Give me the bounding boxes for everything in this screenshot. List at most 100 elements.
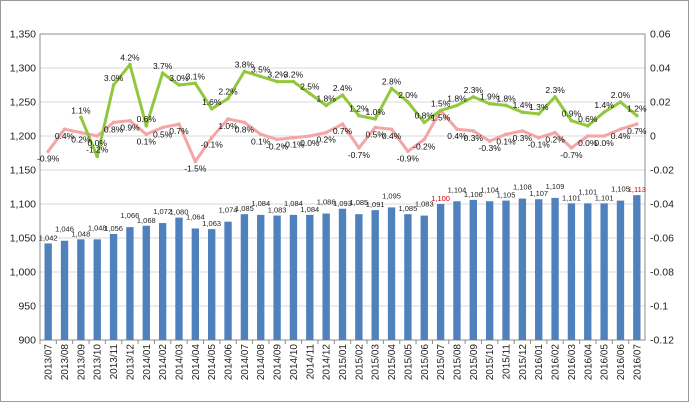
x-tick-label: 2015/10 (485, 344, 496, 381)
line-data-label: 3.1% (186, 71, 206, 81)
line-data-label: 0.7% (627, 126, 647, 136)
line-data-label: 1.9% (480, 92, 500, 102)
bar-data-label: 1,042 (39, 233, 58, 242)
bar (600, 203, 608, 340)
series-point (487, 101, 492, 106)
series-point (520, 129, 525, 133)
line-data-label: 0.3% (464, 133, 484, 143)
series-point (635, 122, 639, 126)
line-data-label: 0.2% (71, 135, 91, 145)
x-tick-label: 2014/04 (191, 344, 202, 381)
line-data-label: 0.0% (594, 138, 614, 148)
series-point (618, 100, 623, 104)
bar (584, 203, 592, 340)
line-data-label: 0.1% (251, 136, 271, 146)
series-point (602, 134, 606, 138)
line-data-label: 2.8% (382, 76, 402, 86)
series-point (471, 95, 476, 99)
bar-data-label: 1,106 (464, 190, 483, 199)
x-tick-label: 2013/09 (76, 344, 87, 381)
line-data-label: 3.0% (169, 73, 189, 83)
x-tick-label: 2014/11 (305, 344, 316, 380)
line-data-label: 0.2% (545, 135, 565, 145)
bar-data-label: 1,048 (71, 229, 90, 238)
x-tick-label: 2014/02 (158, 344, 169, 381)
bar (518, 198, 527, 340)
bar-data-label: 1,101 (578, 187, 597, 196)
line-data-label: -1.5% (184, 164, 207, 174)
bar-data-label: 1,108 (513, 183, 532, 192)
line-data-label: 1.1% (71, 105, 91, 115)
line-data-label: -0.2% (266, 141, 289, 151)
x-tick-label: 2014/06 (224, 344, 235, 381)
line-data-label: -0.9% (37, 153, 60, 163)
bar (535, 199, 543, 340)
line-data-label: 0.2% (316, 135, 336, 145)
y-left-tick-label: 1,300 (10, 63, 36, 75)
line-data-label: -0.1% (528, 140, 551, 150)
series-point (291, 135, 296, 140)
bar (191, 228, 200, 340)
bar-data-label: 1,093 (333, 199, 352, 208)
x-tick-label: 2015/07 (436, 344, 447, 381)
bar-data-label: 1,104 (448, 185, 467, 194)
bar (502, 200, 510, 340)
series-point (357, 113, 361, 118)
line-data-label: 0.4% (382, 131, 402, 141)
series-point (438, 108, 443, 113)
line-data-label: 0.3% (513, 133, 533, 143)
x-tick-label: 2013/11 (109, 344, 120, 380)
x-tick-label: 2015/03 (371, 344, 382, 381)
y-left-tick-label: 950 (18, 301, 36, 313)
line-data-label: 0.8% (415, 110, 435, 120)
x-tick-label: 2014/03 (174, 344, 185, 381)
line-data-label: -0.1% (201, 140, 224, 150)
x-tick-label: 2013/10 (93, 344, 104, 381)
series-point (389, 127, 394, 131)
y-left-tick-label: 1,200 (10, 131, 36, 143)
series-point (95, 134, 100, 138)
bar (616, 200, 625, 340)
bar (306, 214, 314, 340)
bar-data-label: 1,109 (546, 182, 565, 191)
x-tick-label: 2014/01 (142, 344, 153, 381)
x-tick-label: 2016/05 (600, 344, 611, 381)
series-point (79, 130, 83, 135)
series-point (340, 93, 345, 97)
series-point (242, 69, 247, 74)
series-point (209, 135, 214, 140)
bar-data-label: 1,046 (55, 225, 74, 234)
y-left-tick-label: 1,100 (10, 199, 36, 211)
bar (208, 229, 216, 340)
series-point (406, 100, 410, 104)
x-tick-label: 2015/05 (403, 344, 414, 381)
y-right-tick-label: -0.08 (650, 267, 674, 279)
bar (93, 239, 101, 340)
bar (371, 210, 379, 340)
line-data-label: 0.9% (120, 123, 140, 133)
bar-data-label: 1,085 (349, 198, 368, 207)
y-right-tick-label: -0.02 (650, 165, 674, 177)
series-point (258, 74, 263, 79)
x-tick-label: 2016/02 (551, 344, 562, 381)
series-point (536, 112, 541, 116)
line-data-label: 0.7% (333, 126, 353, 136)
bar-data-label: 1,083 (268, 206, 287, 215)
line-data-label: 0.4% (611, 131, 631, 141)
series-point (602, 110, 606, 114)
series-point (553, 95, 557, 99)
line-data-label: 2.3% (464, 85, 484, 95)
series-point (291, 79, 296, 84)
line-data-label: 1.5% (431, 99, 451, 109)
series-point (226, 117, 230, 121)
x-tick-label: 2013/08 (60, 344, 71, 381)
series-point (324, 103, 328, 108)
series-point (553, 130, 557, 135)
x-tick-label: 2016/07 (632, 344, 643, 381)
series-point (487, 139, 492, 143)
y-right-tick-label: -0.1 (650, 301, 668, 313)
x-tick-label: 2014/10 (289, 344, 300, 381)
series-point (324, 130, 328, 135)
bar-data-label: 1,066 (121, 211, 140, 220)
x-tick-label: 2016/01 (534, 344, 545, 381)
